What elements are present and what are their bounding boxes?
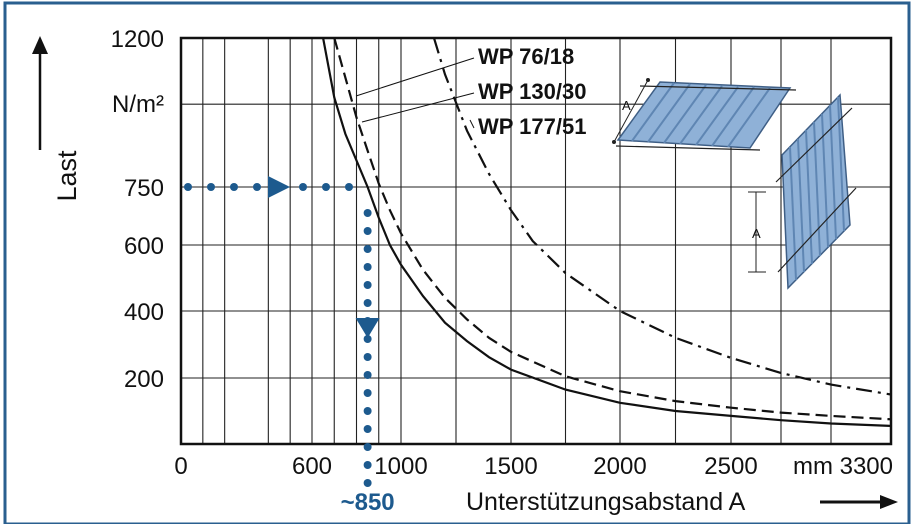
guide-dot [363, 353, 372, 361]
guide-dot [184, 183, 192, 191]
y-axis-label-group: Last [32, 36, 82, 202]
series-line [333, 38, 891, 421]
x-tick-label: 600 [292, 453, 332, 480]
legend-label: WP 177/51 [478, 114, 586, 139]
guide-dot [363, 389, 372, 397]
guide-dot [207, 183, 215, 191]
x-tick-label: 0 [174, 453, 187, 480]
guide-dot [363, 425, 372, 433]
x-tick-label: 1500 [484, 453, 537, 480]
guide-arrow-right-icon [268, 176, 290, 198]
guide-dot [363, 281, 372, 289]
x-tick-label: 1000 [374, 453, 427, 480]
tick-labels: 0 600 1000 1500 2000 2500 mm 3300 200 400 600 750 1… [111, 26, 893, 480]
guide-arrow-down-icon [355, 318, 380, 338]
guide-dot [322, 183, 330, 191]
series-line [322, 38, 891, 427]
y-tick-label: 750 [124, 175, 164, 202]
guide-dot [363, 443, 372, 451]
guide-dot [363, 263, 372, 271]
panel-horizontal-icon: A [612, 78, 797, 151]
guide-dot [299, 183, 307, 191]
guide-dot [345, 183, 353, 191]
svg-text:A: A [622, 98, 631, 113]
legend-leader [355, 57, 475, 97]
guide-dot [363, 461, 372, 469]
series-layer [322, 38, 891, 427]
y-arrow-head-icon [32, 36, 48, 54]
series-line [432, 38, 891, 396]
y-tick-label: 200 [124, 366, 164, 393]
guide-dot [363, 227, 372, 235]
series-legend: WP 76/18 WP 130/30 WP 177/51 [355, 44, 586, 139]
legend-label: WP 130/30 [478, 79, 586, 104]
guide-dot [363, 371, 372, 379]
legend-leader [469, 119, 475, 129]
y-tick-label: 400 [124, 299, 164, 326]
x-tick-label: 2000 [593, 453, 646, 480]
x-axis-label: Unterstützungsabstand A [466, 488, 746, 516]
guide-dot [363, 209, 372, 217]
y-axis-label: Last [52, 150, 82, 202]
guide-dot [363, 299, 372, 307]
outer-border [3, 1, 911, 526]
guide-dot [363, 245, 372, 253]
x-tick-label: 2500 [704, 453, 757, 480]
y-unit-label: N/m² [112, 91, 164, 118]
guide-value-label: ~850 [341, 489, 395, 516]
readoff-guide: ~850 [184, 176, 395, 516]
legend-label: WP 76/18 [478, 44, 574, 69]
svg-text:A: A [752, 226, 761, 241]
panel-vertical-icon: A [748, 93, 857, 290]
y-tick-label: 600 [124, 233, 164, 260]
guide-dot [230, 183, 238, 191]
x-arrow-head-icon [880, 495, 898, 509]
guide-dot [253, 183, 261, 191]
y-tick-label: 1200 [111, 26, 164, 53]
plot-border [179, 36, 893, 446]
guide-dot [363, 479, 372, 487]
guide-dot [363, 407, 372, 415]
guide-dot [363, 335, 372, 343]
legend-leader [361, 92, 475, 123]
x-tick-label: mm 3300 [793, 453, 893, 480]
